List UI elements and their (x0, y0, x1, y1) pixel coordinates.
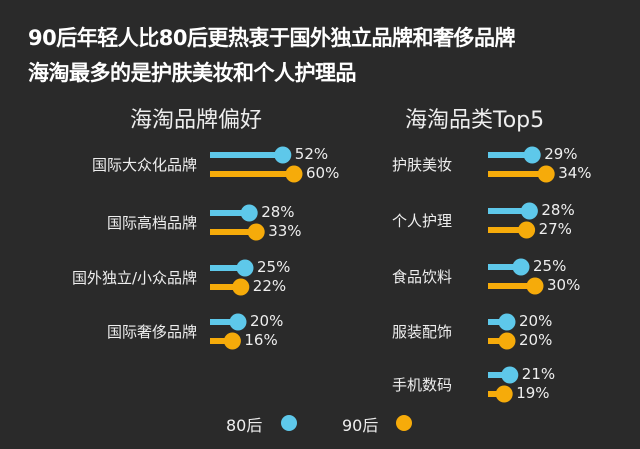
dot-90 (518, 221, 536, 239)
category-label: 国际大众化品牌 (91, 156, 197, 174)
dot-80 (498, 313, 516, 331)
value-label: 60% (306, 164, 340, 182)
dot-80 (501, 366, 519, 384)
dot-90 (498, 332, 516, 350)
value-label: 52% (294, 145, 329, 163)
value-label: 20% (250, 312, 284, 330)
value-label: 27% (538, 220, 572, 238)
dot-90 (247, 223, 265, 241)
value-label: 33% (268, 222, 302, 240)
dot-90 (526, 277, 544, 295)
left-chart-title: 海淘品牌偏好 (130, 108, 263, 133)
dot-80 (520, 202, 538, 220)
title-line-1: 90后年轻人比80后更热衷于国外独立品牌和奢侈品牌 (28, 26, 515, 50)
category-label: 护肤美妆 (392, 156, 453, 174)
value-label: 16% (244, 331, 278, 349)
value-label: 34% (558, 164, 592, 182)
value-label: 25% (257, 258, 291, 276)
dot-90 (223, 332, 241, 350)
value-label: 29% (544, 145, 578, 163)
dot-90 (495, 385, 513, 403)
dot-80 (229, 313, 247, 331)
category-label: 服装配饰 (392, 323, 453, 341)
legend-90-label: 90后 (342, 416, 379, 435)
legend-80-label: 80后 (226, 416, 263, 435)
dot-90 (285, 165, 303, 183)
category-label: 手机数码 (392, 376, 453, 394)
title-line-2: 海淘最多的是护肤美妆和个人护理品 (28, 61, 357, 85)
value-label: 28% (541, 201, 575, 219)
dot-80 (274, 146, 292, 164)
value-label: 25% (533, 257, 567, 275)
dot-80 (236, 259, 254, 277)
value-label: 19% (516, 384, 550, 402)
dot-80 (523, 146, 541, 164)
dot-90 (232, 278, 250, 296)
value-label: 20% (519, 312, 553, 330)
category-label: 个人护理 (392, 212, 453, 230)
dot-80 (240, 204, 258, 222)
dot-90 (537, 165, 555, 183)
dot-80 (512, 258, 530, 276)
value-label: 21% (521, 365, 556, 383)
category-label: 食品饮料 (392, 268, 453, 286)
value-label: 28% (261, 203, 295, 221)
category-label: 国际奢侈品牌 (106, 323, 197, 341)
category-label: 国外独立/小众品牌 (71, 269, 197, 287)
category-label: 国际高档品牌 (106, 214, 197, 232)
right-chart-title: 海淘品类Top5 (405, 108, 545, 133)
value-label: 30% (547, 276, 581, 294)
value-label: 20% (519, 331, 553, 349)
value-label: 22% (252, 277, 287, 295)
